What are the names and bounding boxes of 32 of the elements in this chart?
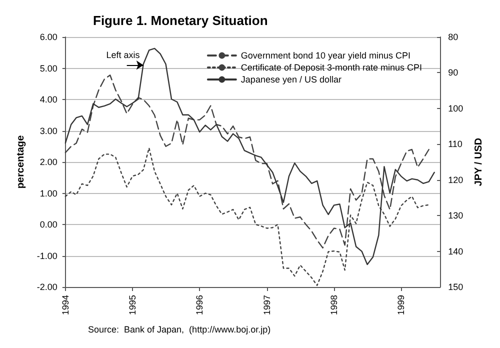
y2-tick-label: 120 [448, 174, 464, 185]
x-tick-label: 1995 [128, 295, 138, 316]
x-tick-label: 1996 [194, 295, 205, 316]
y-tick-label: -2.00 [36, 282, 58, 292]
y-tick-label: 3.00 [40, 126, 58, 136]
legend-label: Government bond 10 year yield minus CPI [240, 50, 411, 60]
y-tick-label: 2.00 [40, 157, 58, 167]
y2-tick-label: 110 [448, 139, 462, 150]
y2-tick-label: 130 [448, 210, 464, 221]
y2-tick-label: 80 [448, 32, 458, 42]
annotation: Left axis [106, 50, 140, 60]
y-tick-label: 0.00 [40, 220, 58, 230]
x-tick-label: 1997 [262, 295, 272, 316]
y-tick-label: 5.00 [40, 63, 58, 74]
chart-title: Figure 1. Monetary Situation [93, 13, 268, 28]
source-note: Source: Bank of Japan, (http://www.boj.or.jp) [88, 324, 271, 334]
y2-tick-label: 100 [448, 103, 464, 114]
y2-tick-label: 90 [448, 68, 458, 78]
x-tick-label: 1998 [329, 295, 340, 316]
line-series [64, 48, 435, 266]
y2-tick-label: 150 [448, 282, 464, 292]
y-tick-label: 1.00 [40, 188, 58, 198]
legend-label: Japanese yen / US dollar [240, 74, 342, 84]
y2-axis-title: JPY / USD [474, 138, 484, 186]
y-tick-label: 6.00 [40, 32, 58, 42]
y2-tick-label: 140 [448, 246, 464, 256]
legend-label: Certificate of Deposit 3-month rate minus CPI [240, 62, 422, 72]
x-tick-label: 1999 [396, 295, 406, 316]
y-tick-label: -1.00 [36, 250, 58, 261]
y-tick-label: 4.00 [40, 94, 58, 104]
y-axis-title: percentage [16, 134, 26, 189]
x-tick-label: 1994 [60, 295, 70, 316]
